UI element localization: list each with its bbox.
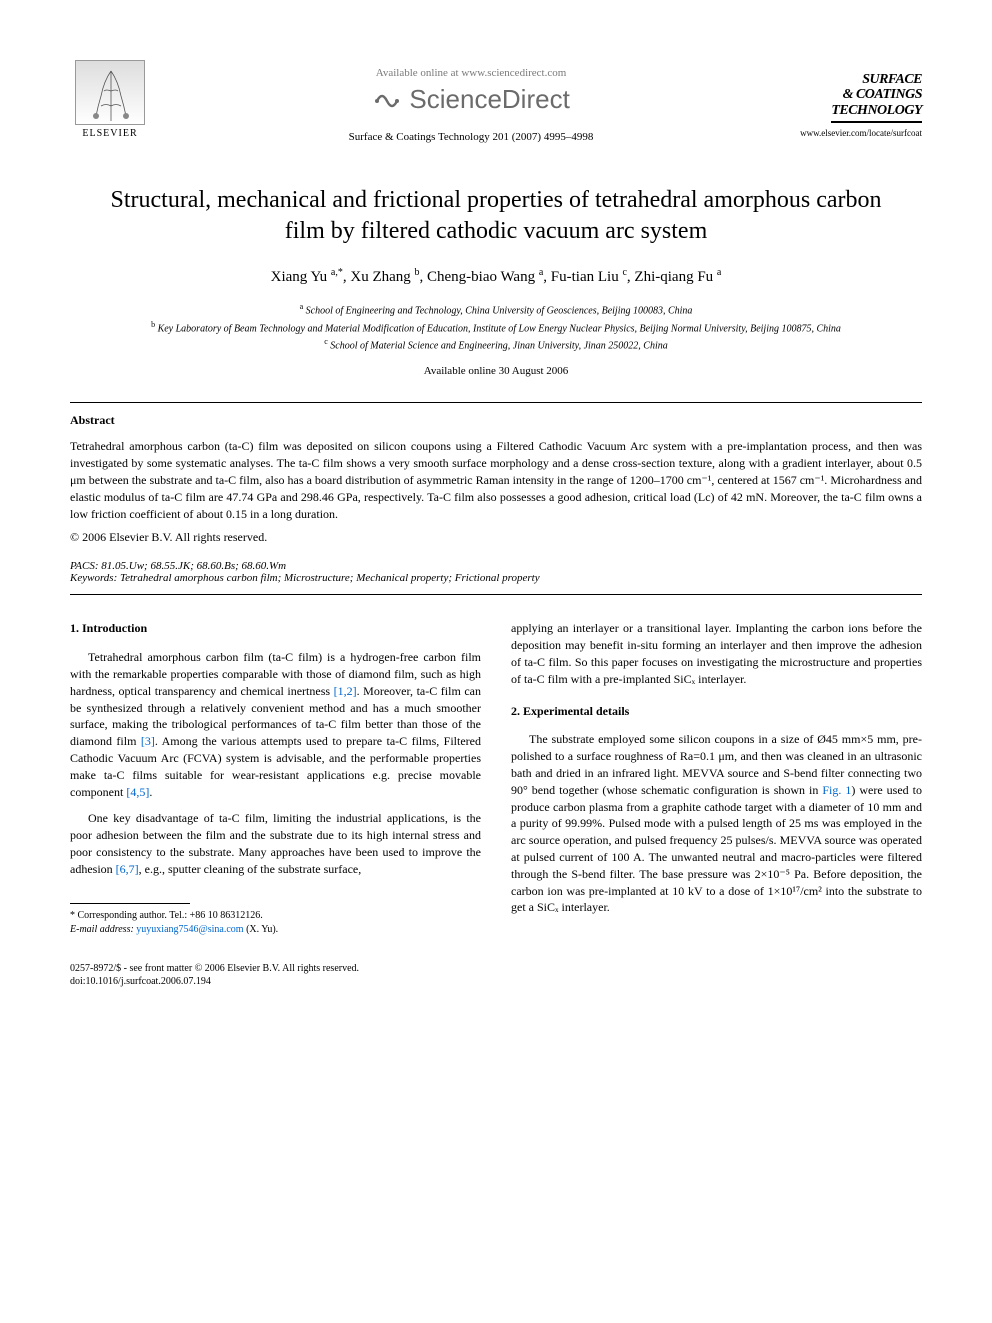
journal-citation: Surface & Coatings Technology 201 (2007)… bbox=[150, 131, 792, 143]
journal-logo-l2: & COATINGS bbox=[831, 87, 922, 102]
doi-line: doi:10.1016/j.surfcoat.2006.07.194 bbox=[70, 975, 922, 988]
affiliation-b: b Key Laboratory of Beam Technology and … bbox=[70, 319, 922, 336]
header-row: ELSEVIER Available online at www.science… bbox=[70, 60, 922, 150]
affiliation-c: c School of Material Science and Enginee… bbox=[70, 336, 922, 353]
author-2: , Xu Zhang bbox=[343, 269, 415, 285]
divider-top bbox=[70, 402, 922, 403]
available-online-text: Available online at www.sciencedirect.co… bbox=[150, 67, 792, 79]
sciencedirect-text: ScienceDirect bbox=[409, 84, 569, 114]
body-columns: 1. Introduction Tetrahedral amorphous ca… bbox=[70, 620, 922, 936]
fig-ref-1[interactable]: Fig. 1 bbox=[822, 783, 851, 797]
keywords-label: Keywords: bbox=[70, 572, 120, 584]
abstract-text: Tetrahedral amorphous carbon (ta-C) film… bbox=[70, 438, 922, 522]
email-label: E-mail address: bbox=[70, 924, 136, 935]
email-link[interactable]: yuyuxiang7546@sina.com bbox=[136, 924, 243, 935]
author-5: , Zhi-qiang Fu bbox=[627, 269, 717, 285]
center-header: Available online at www.sciencedirect.co… bbox=[150, 67, 792, 143]
affiliation-a: a School of Engineering and Technology, … bbox=[70, 301, 922, 318]
journal-logo-text: SURFACE & COATINGS TECHNOLOGY bbox=[831, 72, 922, 123]
intro-p2-continued: applying an interlayer or a transitional… bbox=[511, 620, 922, 687]
ref-link-6-7[interactable]: [6,7] bbox=[116, 862, 139, 876]
elsevier-logo: ELSEVIER bbox=[70, 60, 150, 150]
article-title: Structural, mechanical and frictional pr… bbox=[90, 185, 902, 247]
journal-url: www.elsevier.com/locate/surfcoat bbox=[792, 128, 922, 138]
intro-p2: One key disadvantage of ta-C film, limit… bbox=[70, 810, 481, 877]
journal-logo-l1: SURFACE bbox=[831, 72, 922, 87]
footnote-block: * Corresponding author. Tel.: +86 10 863… bbox=[70, 909, 481, 937]
elsevier-tree-icon bbox=[75, 60, 145, 125]
corresponding-author: * Corresponding author. Tel.: +86 10 863… bbox=[70, 909, 481, 923]
ref-link-3[interactable]: [3] bbox=[141, 734, 155, 748]
available-date: Available online 30 August 2006 bbox=[70, 365, 922, 377]
abstract-copyright: © 2006 Elsevier B.V. All rights reserved… bbox=[70, 530, 922, 545]
author-1-aff: a,* bbox=[331, 267, 343, 278]
authors-list: Xiang Yu a,*, Xu Zhang b, Cheng-biao Wan… bbox=[70, 267, 922, 286]
sciencedirect-logo: ScienceDirect bbox=[150, 84, 792, 116]
sciencedirect-icon bbox=[372, 86, 402, 116]
affiliations: a School of Engineering and Technology, … bbox=[70, 301, 922, 353]
experimental-p1: The substrate employed some silicon coup… bbox=[511, 731, 922, 916]
author-1: Xiang Yu bbox=[271, 269, 331, 285]
pacs-value: 81.05.Uw; 68.55.JK; 68.60.Bs; 68.60.Wm bbox=[101, 560, 286, 572]
journal-logo-block: SURFACE & COATINGS TECHNOLOGY www.elsevi… bbox=[792, 72, 922, 138]
footnote-separator bbox=[70, 903, 190, 904]
author-3: , Cheng-biao Wang bbox=[420, 269, 539, 285]
keywords-value: Tetrahedral amorphous carbon film; Micro… bbox=[120, 572, 540, 584]
right-column: applying an interlayer or a transitional… bbox=[511, 620, 922, 936]
author-5-aff: a bbox=[717, 267, 721, 278]
front-matter-line: 0257-8972/$ - see front matter © 2006 El… bbox=[70, 962, 922, 975]
elsevier-label: ELSEVIER bbox=[82, 128, 137, 139]
email-suffix: (X. Yu). bbox=[244, 924, 279, 935]
keywords-line: Keywords: Tetrahedral amorphous carbon f… bbox=[70, 572, 922, 584]
journal-logo-l3: TECHNOLOGY bbox=[831, 103, 922, 118]
bottom-matter: 0257-8972/$ - see front matter © 2006 El… bbox=[70, 962, 922, 988]
pacs-label: PACS: bbox=[70, 560, 101, 572]
pacs-line: PACS: 81.05.Uw; 68.55.JK; 68.60.Bs; 68.6… bbox=[70, 560, 922, 572]
ref-link-4-5[interactable]: [4,5] bbox=[126, 785, 149, 799]
abstract-heading: Abstract bbox=[70, 413, 922, 428]
left-column: 1. Introduction Tetrahedral amorphous ca… bbox=[70, 620, 481, 936]
section-2-heading: 2. Experimental details bbox=[511, 703, 922, 720]
divider-bottom bbox=[70, 594, 922, 595]
ref-link-1-2[interactable]: [1,2] bbox=[334, 684, 357, 698]
author-4: , Fu-tian Liu bbox=[543, 269, 622, 285]
section-1-heading: 1. Introduction bbox=[70, 620, 481, 637]
intro-p1: Tetrahedral amorphous carbon film (ta-C … bbox=[70, 649, 481, 800]
email-line: E-mail address: yuyuxiang7546@sina.com (… bbox=[70, 923, 481, 937]
